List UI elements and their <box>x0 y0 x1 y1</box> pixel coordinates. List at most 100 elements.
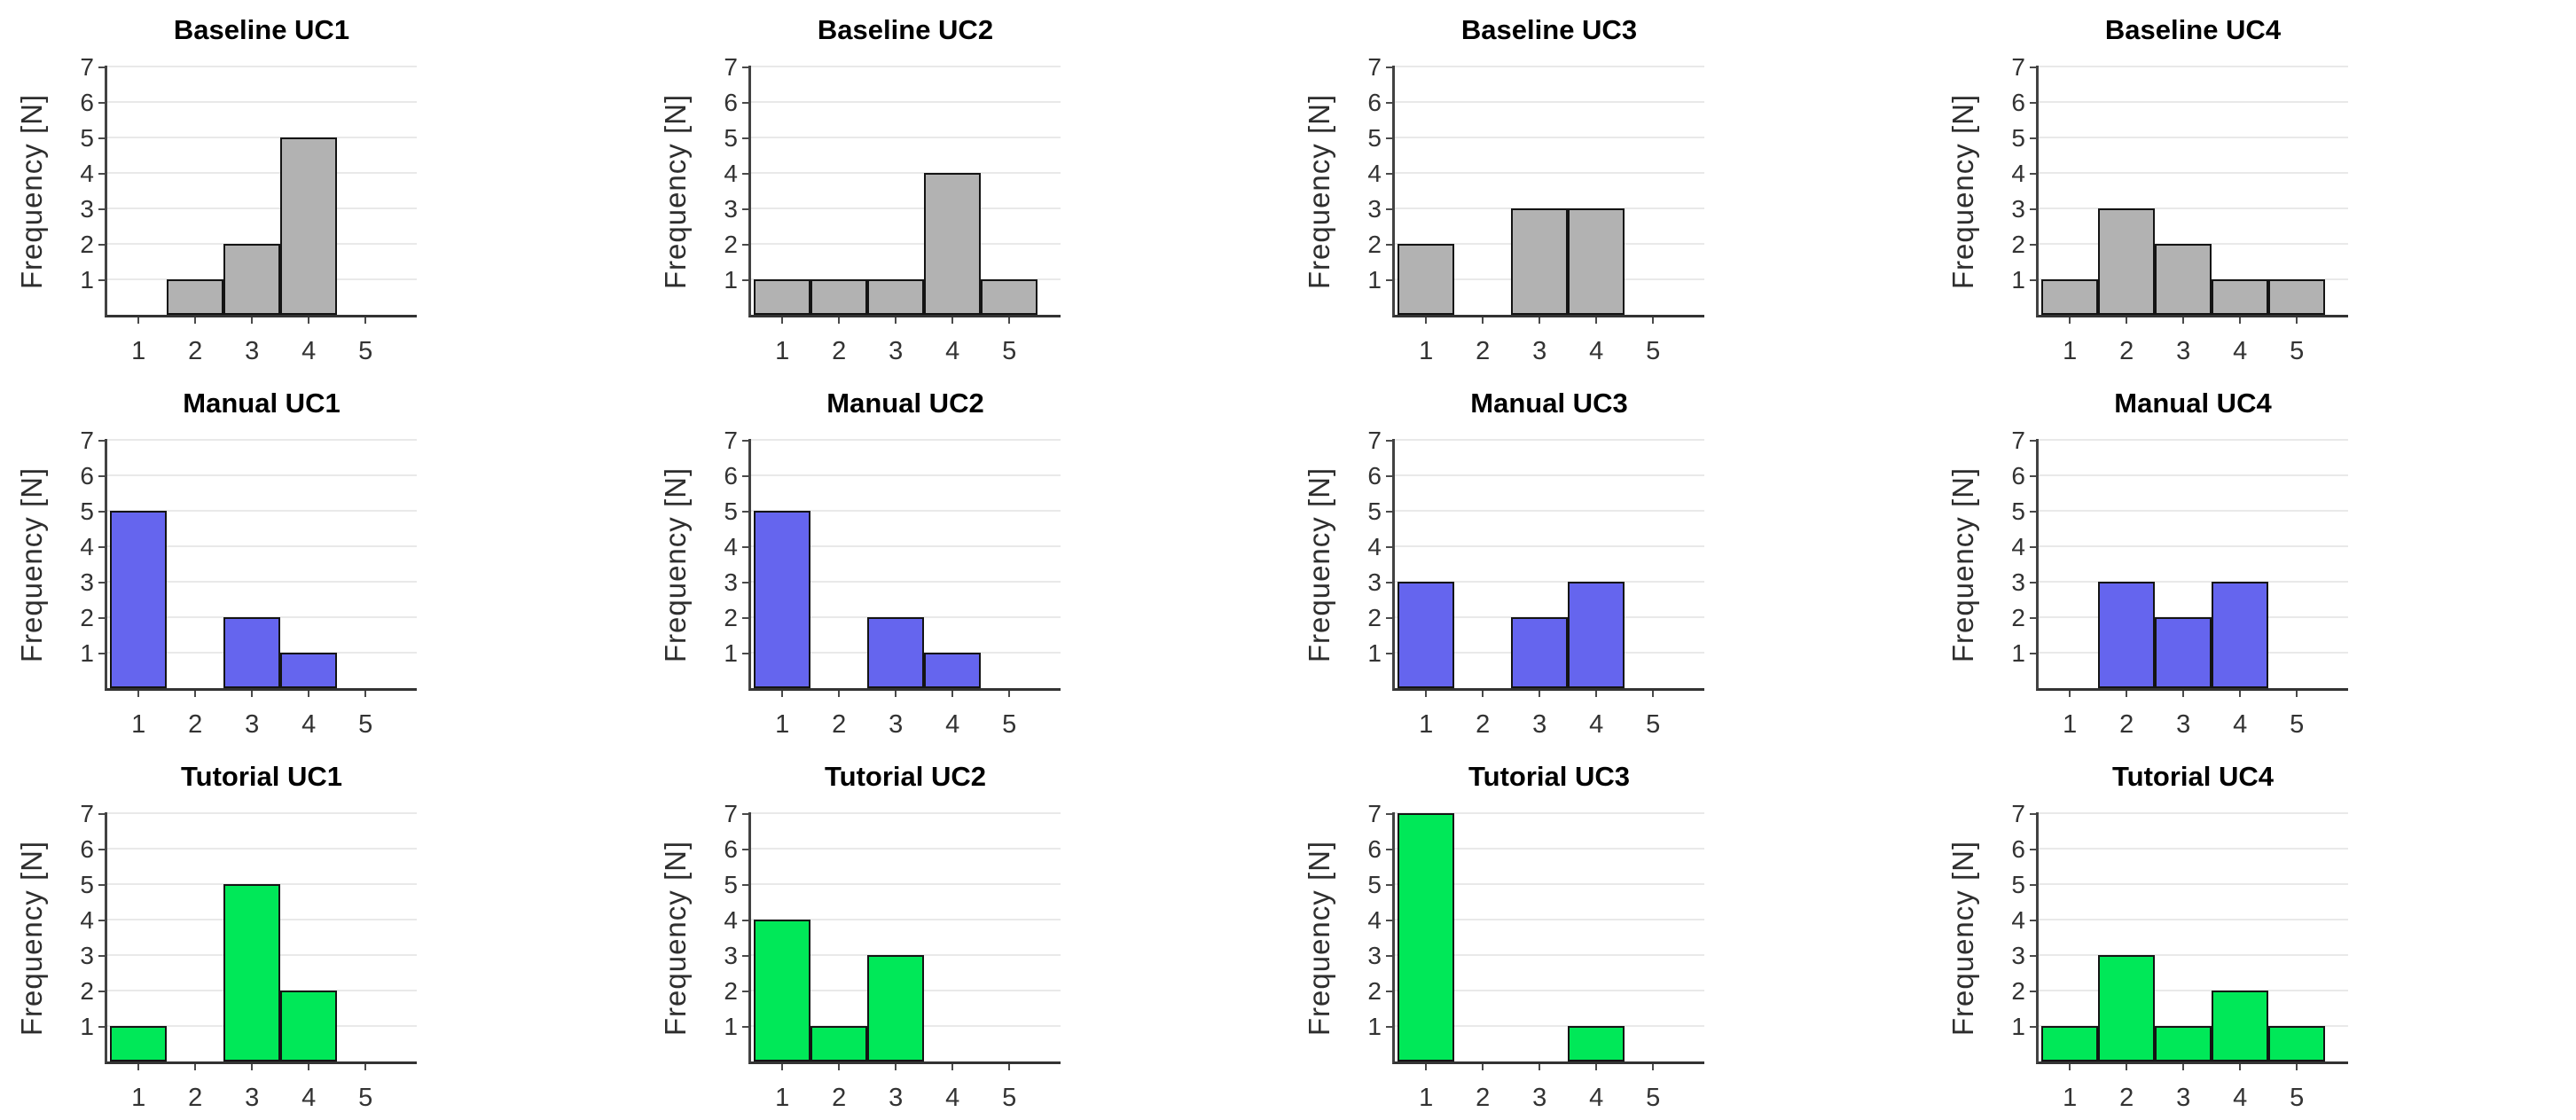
bar-x2 <box>2098 582 2156 688</box>
x-tick-label: 4 <box>2233 337 2248 365</box>
x-tick-label: 4 <box>1589 1084 1604 1112</box>
bar-x1 <box>2041 1026 2099 1061</box>
y-tick <box>742 884 748 886</box>
x-tick-label: 5 <box>1002 710 1017 739</box>
gridline-y3 <box>107 581 417 583</box>
y-tick <box>98 511 105 513</box>
gridline-y1 <box>1395 1025 1704 1027</box>
subplot-baseline-uc1: Baseline UC1 Frequency [N] 1 2 3 4 5 6 7 1 2 3 4 5 <box>0 0 644 373</box>
x-tick <box>194 1064 197 1070</box>
y-tick <box>742 653 748 654</box>
y-tick-label: 1 <box>1367 266 1382 294</box>
plot-area <box>2036 439 2348 691</box>
y-tick-label: 5 <box>1367 124 1382 152</box>
x-tick <box>308 317 310 324</box>
bar-x3 <box>223 617 281 688</box>
subplot-title: Tutorial UC4 <box>2112 761 2274 792</box>
subplot-title: Manual UC2 <box>826 388 984 419</box>
gridline-y7 <box>107 812 417 814</box>
bar-x3 <box>867 955 925 1061</box>
y-tick <box>1386 617 1392 619</box>
x-tick-label: 2 <box>188 710 203 739</box>
y-tick <box>98 582 105 583</box>
y-tick-label: 7 <box>1367 427 1382 454</box>
gridline-y7 <box>1395 812 1704 814</box>
bar-x4 <box>1568 1026 1625 1061</box>
x-tick-label: 5 <box>1646 337 1661 365</box>
x-tick <box>2126 317 2128 324</box>
y-tick <box>1386 653 1392 654</box>
gridline-y4 <box>751 545 1061 547</box>
x-tick-label: 2 <box>1476 337 1491 365</box>
x-tick-label: 3 <box>2176 337 2191 365</box>
y-tick-label: 6 <box>80 462 94 490</box>
bar-x2 <box>2098 208 2156 315</box>
x-tick-label: 5 <box>2290 710 2305 739</box>
x-tick-label: 1 <box>131 337 146 365</box>
plot-area <box>105 66 417 317</box>
gridline-y3 <box>751 208 1061 209</box>
x-tick-label: 1 <box>2063 1084 2078 1112</box>
gridline-y6 <box>2039 848 2348 850</box>
y-tick <box>2030 440 2036 442</box>
x-tick <box>1425 691 1428 697</box>
bar-x1 <box>754 279 811 315</box>
gridline-y5 <box>751 883 1061 885</box>
x-tick-label: 4 <box>945 337 960 365</box>
x-tick-label: 5 <box>358 337 373 365</box>
subplot-tutorial-uc4: Tutorial UC4 Frequency [N] 1 2 3 4 5 6 7 1 2 3 4 5 <box>1931 747 2575 1120</box>
gridline-y7 <box>751 66 1061 67</box>
subplot-manual-uc1: Manual UC1 Frequency [N] 1 2 3 4 5 6 7 1 2 3 4 5 <box>0 373 644 747</box>
y-tick-label: 1 <box>80 1013 94 1040</box>
y-tick-label: 6 <box>1367 835 1382 863</box>
plot-area <box>1392 66 1704 317</box>
y-tick <box>98 244 105 246</box>
x-tick-label: 3 <box>245 337 260 365</box>
y-tick-label: 2 <box>2011 231 2025 258</box>
gridline-y7 <box>107 66 417 67</box>
y-tick <box>98 475 105 477</box>
y-axis-label: Frequency [N] <box>1303 93 1335 290</box>
bar-x2 <box>167 279 224 315</box>
gridline-y5 <box>751 510 1061 512</box>
x-tick <box>1652 317 1655 324</box>
plot-area <box>105 812 417 1064</box>
gridline-y4 <box>1395 919 1704 920</box>
y-tick-label: 6 <box>2011 835 2025 863</box>
y-tick <box>742 475 748 477</box>
gridline-y4 <box>1395 545 1704 547</box>
y-tick-label: 3 <box>2011 195 2025 223</box>
y-tick <box>2030 1026 2036 1028</box>
gridline-y5 <box>2039 883 2348 885</box>
gridline-y5 <box>107 510 417 512</box>
y-tick <box>742 546 748 548</box>
gridline-y6 <box>107 101 417 103</box>
gridline-y2 <box>1395 990 1704 991</box>
gridline-y4 <box>2039 545 2348 547</box>
subplot-title: Baseline UC4 <box>2104 14 2282 45</box>
bar-x3 <box>2155 244 2212 315</box>
gridline-y4 <box>751 172 1061 174</box>
x-tick <box>2069 691 2071 697</box>
y-tick-label: 6 <box>724 89 738 116</box>
plot-area <box>748 439 1061 691</box>
y-tick-label: 4 <box>2011 906 2025 934</box>
plot-area <box>748 812 1061 1064</box>
y-tick-label: 6 <box>1367 89 1382 116</box>
x-tick-label: 4 <box>301 710 317 739</box>
y-tick-label: 3 <box>724 568 738 596</box>
y-tick-label: 2 <box>80 977 94 1005</box>
gridline-y4 <box>2039 919 2348 920</box>
x-tick-label: 2 <box>832 337 847 365</box>
x-tick-label: 5 <box>358 1084 373 1112</box>
x-tick <box>2239 691 2242 697</box>
bar-x4 <box>924 653 982 688</box>
bar-x1 <box>754 920 811 1061</box>
plot-area <box>105 439 417 691</box>
y-tick <box>2030 546 2036 548</box>
x-tick-label: 3 <box>889 1084 904 1112</box>
subplot-baseline-uc3: Baseline UC3 Frequency [N] 1 2 3 4 5 6 7 1 2 3 4 5 <box>1288 0 1931 373</box>
x-tick-label: 2 <box>2119 1084 2134 1112</box>
y-tick <box>98 67 105 68</box>
